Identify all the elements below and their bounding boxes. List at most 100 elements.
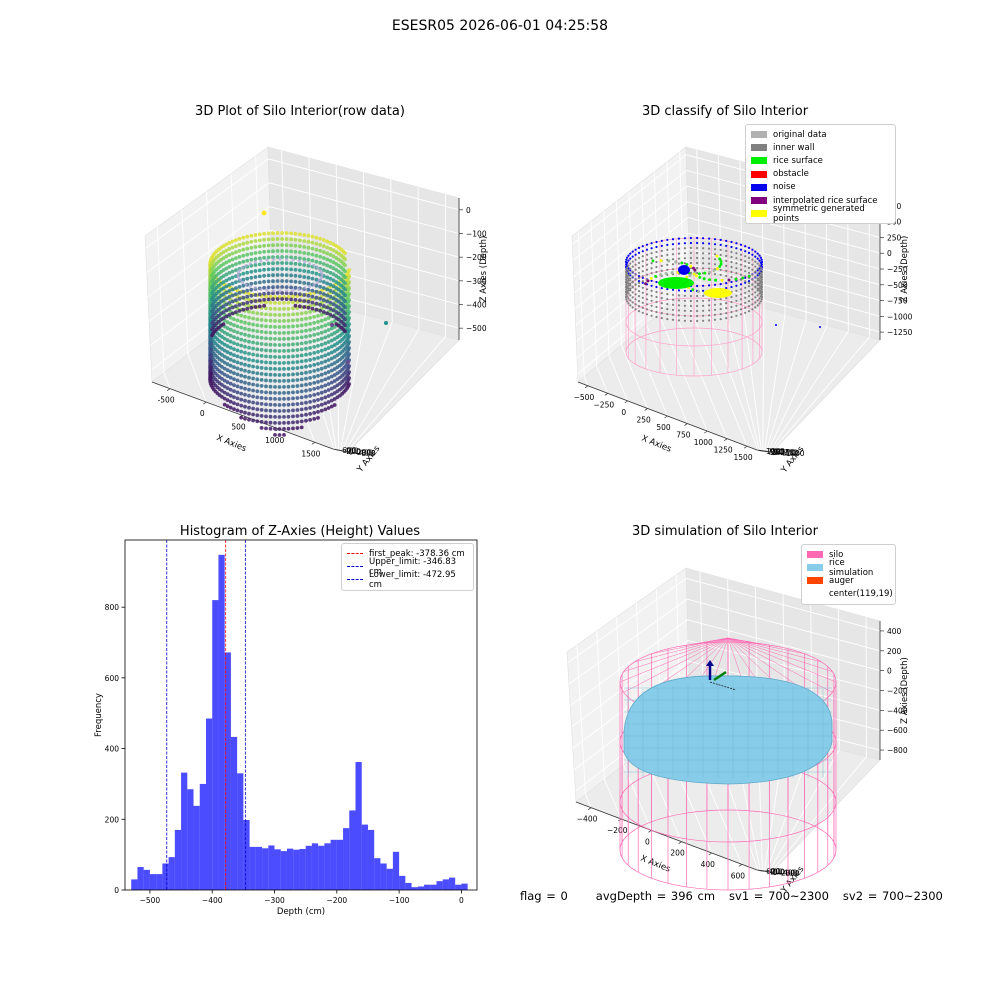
raw-point [312,333,317,337]
histogram-bar [187,789,194,890]
raw-point [325,239,330,244]
raw-point [239,319,244,324]
raw-point [282,319,286,323]
histogram-bar [430,884,437,890]
raw-point [275,231,280,235]
raw-point [239,379,244,384]
raw-point [308,358,312,362]
raw-point [298,262,302,267]
raw-point [271,273,275,278]
raw-point [273,313,277,317]
raw-point [289,273,293,278]
raw-point [329,374,334,379]
raw-point [316,356,320,360]
raw-point [302,239,307,243]
raw-point [251,412,256,417]
raw-point [286,330,291,335]
raw-point [239,397,244,402]
raw-point [224,284,229,289]
raw-point [237,261,242,265]
raw-point [304,400,308,405]
raw-point [275,237,280,241]
raw-point [312,363,317,367]
raw-point [235,330,240,335]
raw-point [323,353,328,358]
raw-point [228,345,233,350]
raw-point [259,390,264,394]
raw-point [259,330,264,334]
raw-point [284,243,289,248]
raw-point [302,305,307,309]
raw-point [209,365,214,370]
raw-point [225,380,230,385]
raw-x-tick-label: 0 [200,409,205,418]
sv1-text: sv1 = 700~2300 [729,889,829,903]
raw-point [273,319,277,323]
raw-point [325,251,330,256]
raw-point [259,402,264,406]
raw-point [325,257,330,262]
raw-point [306,233,311,238]
raw-point [314,235,319,240]
raw-y-tick-label: −400 [353,448,374,457]
raw-point [264,414,268,419]
raw-point [271,237,275,242]
histogram-bar [448,877,456,890]
raw-point [259,312,264,316]
raw-point [299,353,304,358]
raw-point [228,315,233,320]
histogram-bar [424,884,431,890]
raw-point [277,349,282,353]
raw-point [255,323,260,328]
legend-entry: symmetric generated points [751,204,890,224]
raw-point [257,298,262,303]
raw-point [277,421,282,425]
histogram-y-tick-label: 200 [105,815,120,824]
raw-point [235,318,240,323]
raw-point [318,302,323,307]
raw-point [253,251,258,255]
raw-point [326,316,331,320]
raw-point [221,292,226,296]
raw-point [232,383,236,387]
raw-point [224,308,229,313]
raw-point [284,267,289,271]
raw-point [321,280,326,284]
raw-point [255,347,260,352]
raw-point [284,273,289,277]
histogram-bar [343,828,350,890]
raw-point [291,330,295,335]
raw-point [304,316,308,321]
raw-point [335,395,340,400]
raw-point [225,356,230,361]
raw-point [232,407,236,411]
raw-point [251,382,256,387]
raw-point [243,362,247,367]
raw-point [273,355,277,359]
raw-point [235,342,240,347]
legend-swatch [807,551,823,559]
raw-point [295,426,300,430]
raw-point [304,334,308,339]
raw-point [259,348,264,352]
raw-point [255,317,260,322]
raw-point [234,286,238,290]
raw-point [225,398,230,403]
raw-point [232,335,236,339]
raw-point [282,421,286,425]
raw-point [293,249,298,254]
raw-point [243,326,247,331]
raw-point [251,352,256,357]
histogram-x-tick-label: −500 [140,896,161,905]
raw-x-tick [203,401,207,405]
raw-point [310,252,315,257]
raw-point [329,398,334,403]
legend-swatch [807,577,823,585]
raw-point [271,249,275,254]
raw-point [224,248,229,253]
raw-point [257,268,262,273]
raw-point [326,394,331,398]
raw-point [299,347,304,352]
raw-point [329,350,334,355]
histogram-bar [311,843,319,890]
